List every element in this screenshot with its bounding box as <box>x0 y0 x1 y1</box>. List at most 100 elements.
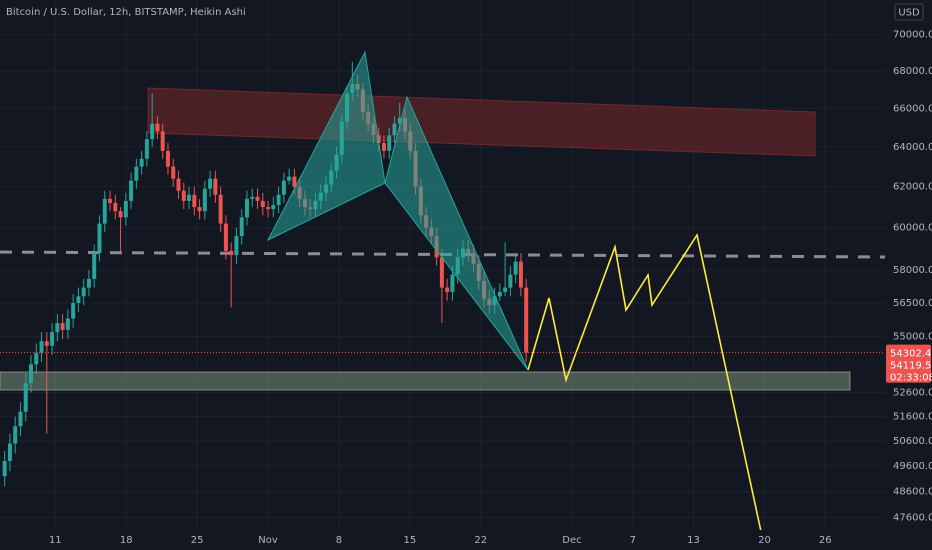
price-axis <box>885 0 932 550</box>
x-tick-label: 20 <box>758 535 771 546</box>
candle-body <box>13 426 18 444</box>
y-tick-label: 70000.00 <box>893 30 932 41</box>
y-tick-label: 47600.00 <box>893 513 932 524</box>
candle-body <box>155 123 160 132</box>
candle-body <box>187 194 192 201</box>
candle-body <box>250 196 255 199</box>
candle-body <box>292 176 297 187</box>
candle-body <box>503 287 508 292</box>
candle-body <box>171 166 176 179</box>
support-zone <box>0 371 851 391</box>
candle-body <box>71 302 76 319</box>
candle-body <box>381 143 386 151</box>
candle-body <box>524 287 529 353</box>
candle-body <box>497 291 502 297</box>
y-tick-label: 60000.00 <box>893 223 932 234</box>
candle-body <box>244 198 249 218</box>
x-tick-label: 18 <box>120 535 133 546</box>
candle-body <box>276 194 281 205</box>
candle-body <box>518 261 523 288</box>
candle-body <box>202 188 207 212</box>
candle-body <box>86 278 91 288</box>
candle-body <box>176 178 181 191</box>
candle-body <box>445 287 450 292</box>
candle-body <box>108 198 113 203</box>
candle-body <box>65 318 70 330</box>
candle-body <box>50 332 55 346</box>
candle-body <box>239 217 244 237</box>
candle-body <box>150 123 155 140</box>
x-tick-label: 8 <box>336 535 342 546</box>
candle-body <box>139 158 144 167</box>
candle-body <box>123 200 128 218</box>
y-tick-label: 58000.00 <box>893 265 932 276</box>
candle-body <box>160 131 165 151</box>
candle-body <box>450 274 455 292</box>
second-price-label: 54119.56 <box>890 361 932 372</box>
y-tick-label: 56500.00 <box>893 298 932 309</box>
candle-body <box>508 274 513 288</box>
candle-body <box>397 117 402 124</box>
candle-body <box>439 257 444 288</box>
y-tick-label: 55000.00 <box>893 332 932 343</box>
candle-body <box>55 323 60 333</box>
candle-body <box>2 461 7 477</box>
y-tick-label: 49600.00 <box>893 461 932 472</box>
candle-body <box>134 166 139 181</box>
candle-body <box>197 207 202 212</box>
candle-body <box>23 383 28 412</box>
x-tick-label: 22 <box>474 535 487 546</box>
x-tick-label: 26 <box>819 535 832 546</box>
candle-body <box>229 250 234 256</box>
candle-body <box>102 198 107 224</box>
candle-body <box>513 261 518 275</box>
candle-body <box>287 176 292 181</box>
candle-body <box>7 443 12 462</box>
candle-body <box>113 202 118 212</box>
candle-body <box>92 253 97 279</box>
candle-body <box>266 207 271 210</box>
candle-body <box>97 223 102 254</box>
y-tick-label: 68000.00 <box>893 66 932 77</box>
candle-body <box>28 364 33 384</box>
harmonic-leg <box>266 50 386 242</box>
resistance-zone <box>147 87 816 157</box>
projection-path <box>527 232 766 550</box>
chart-title: Bitcoin / U.S. Dollar, 12h, BITSTAMP, He… <box>6 7 246 18</box>
candle-body <box>392 123 397 136</box>
candle-body <box>271 204 276 210</box>
candle-body <box>181 190 186 201</box>
candle-body <box>165 150 170 167</box>
candle-body <box>234 236 239 256</box>
candle-body <box>81 287 86 297</box>
candle-body <box>144 139 149 159</box>
candle-body <box>255 196 260 201</box>
y-tick-label: 48600.00 <box>893 487 932 498</box>
candle-body <box>223 223 228 251</box>
x-tick-label: 13 <box>687 535 700 546</box>
price-badge <box>886 344 931 383</box>
x-tick-label: Nov <box>258 535 278 546</box>
x-tick-label: 15 <box>404 535 417 546</box>
y-tick-label: 62000.00 <box>893 182 932 193</box>
x-tick-label: 25 <box>191 535 204 546</box>
candle-body <box>129 180 134 201</box>
currency-box[interactable] <box>894 3 924 21</box>
pattern <box>266 50 766 550</box>
candle-body <box>60 323 65 330</box>
candle-body <box>118 211 123 218</box>
countdown: 02:33:08 <box>890 373 932 384</box>
x-tick-label: 7 <box>630 535 636 546</box>
x-tick-label: Dec <box>562 535 581 546</box>
currency: USD <box>898 8 920 19</box>
candle-body <box>34 352 39 365</box>
y-tick-label: 64000.00 <box>893 142 932 153</box>
y-tick-label: 66000.00 <box>893 103 932 114</box>
y-tick-label: 51600.00 <box>893 412 932 423</box>
candle-body <box>260 200 265 208</box>
candle-body <box>44 341 49 346</box>
candle-body <box>76 296 81 303</box>
candle-body <box>281 180 286 195</box>
time-axis <box>0 530 885 550</box>
